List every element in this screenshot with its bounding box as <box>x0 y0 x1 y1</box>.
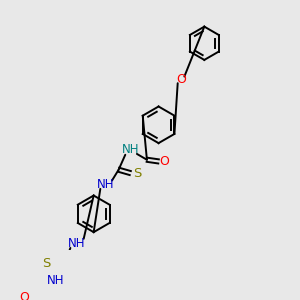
Text: NH: NH <box>68 237 86 250</box>
Text: O: O <box>160 155 169 168</box>
Text: S: S <box>134 167 142 180</box>
Text: NH: NH <box>46 274 64 287</box>
Text: NH: NH <box>122 143 139 156</box>
Text: S: S <box>42 257 50 270</box>
Text: NH: NH <box>97 178 114 191</box>
Text: O: O <box>176 74 186 86</box>
Text: O: O <box>20 290 29 300</box>
